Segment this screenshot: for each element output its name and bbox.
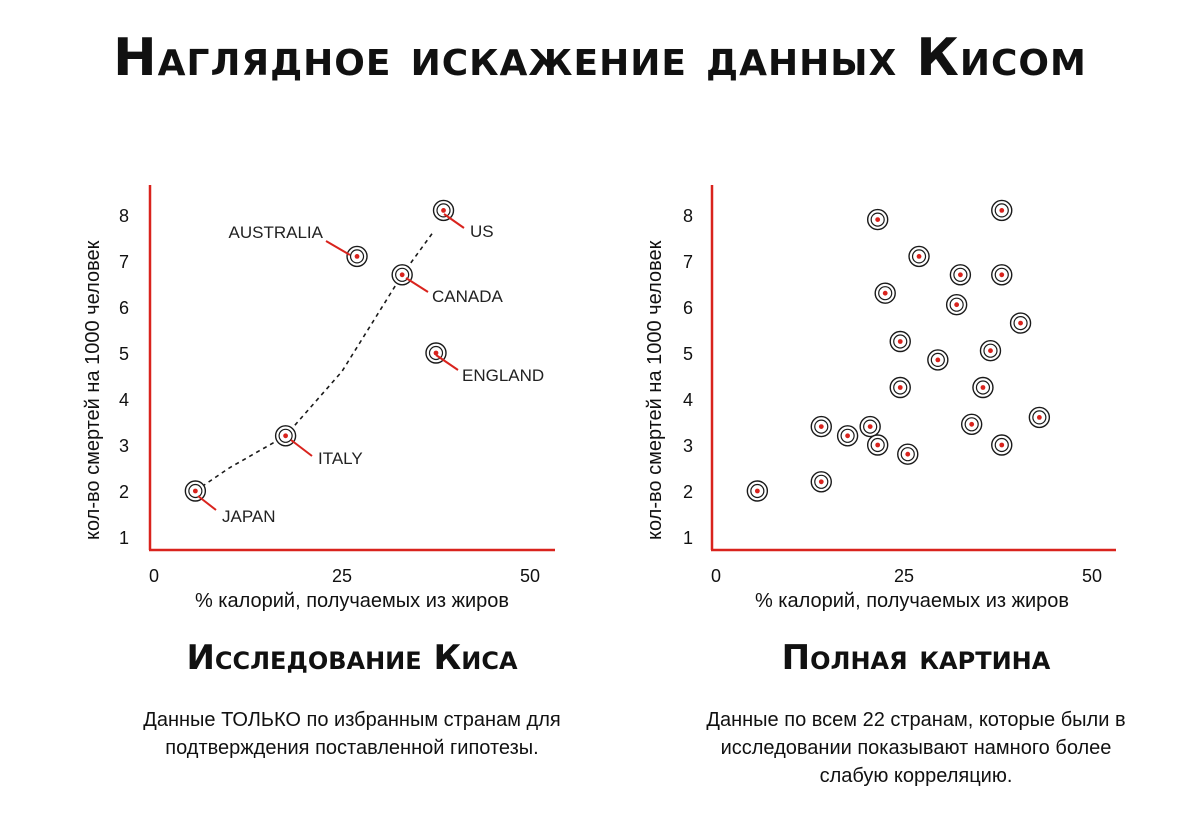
point-label-england: ENGLAND	[462, 366, 544, 385]
right-data-point	[897, 443, 919, 465]
left-data-point	[274, 425, 297, 447]
right-data-point	[874, 282, 896, 304]
point-label-japan: JAPAN	[222, 507, 276, 526]
right-data-point	[1028, 406, 1051, 429]
right-data-point	[949, 264, 972, 286]
left-y-tick-label: 5	[119, 344, 129, 364]
left-x-tick-label: 25	[332, 566, 352, 586]
point-label-us: US	[470, 222, 494, 241]
right-subtitle: Полная картина	[781, 638, 1051, 678]
right-data-point	[866, 208, 889, 231]
right-description: Данные по всем 22 странам, которые были …	[706, 709, 1126, 787]
point-label-canada: CANADA	[432, 287, 504, 306]
right-data-point	[991, 199, 1013, 222]
right-x-tick-label: 50	[1082, 566, 1102, 586]
left-x-tick-label: 50	[520, 566, 540, 586]
right-y-axis-label: кол-во смертей на 1000 человек	[644, 240, 666, 540]
point-label-australia: AUSTRALIA	[229, 223, 324, 242]
left-x-axis-label: % калорий, получаемых из жиров	[194, 590, 510, 612]
right-data-point	[866, 434, 889, 456]
left-subtitle: Исследование Киса	[186, 638, 518, 678]
right-data-point	[889, 376, 911, 399]
leader-line	[290, 439, 313, 457]
right-data-point	[889, 330, 911, 353]
right-data-point	[979, 340, 1002, 362]
right-data-point	[859, 415, 881, 438]
left-y-tick-label: 1	[119, 528, 129, 548]
right-data-point	[960, 413, 983, 435]
leader-line	[443, 213, 465, 229]
left-y-tick-label: 6	[119, 298, 129, 318]
right-y-tick-label: 4	[683, 390, 693, 410]
right-data-point	[1009, 312, 1032, 334]
right-y-tick-label: 7	[683, 252, 693, 272]
left-y-tick-label: 2	[119, 482, 129, 502]
right-x-axis-label: % калорий, получаемых из жиров	[754, 590, 1070, 612]
right-x-tick-label: 25	[894, 566, 914, 586]
right-data-point	[810, 415, 832, 438]
right-y-tick-label: 2	[683, 482, 693, 502]
left-y-tick-label: 3	[119, 436, 129, 456]
left-data-point	[184, 480, 207, 502]
leader-line	[197, 495, 217, 511]
left-x-tick-label: 0	[149, 566, 159, 586]
right-data-point	[927, 349, 949, 371]
right-y-tick-label: 3	[683, 436, 693, 456]
right-y-tick-label: 8	[683, 206, 693, 226]
point-label-italy: ITALY	[318, 449, 363, 468]
left-data-point	[432, 199, 455, 222]
left-y-tick-label: 7	[119, 252, 129, 272]
right-y-tick-label: 5	[683, 344, 693, 364]
right-data-point	[836, 425, 859, 447]
leader-line	[435, 354, 459, 371]
right-data-point	[908, 245, 930, 268]
right-data-point	[945, 294, 968, 316]
left-y-tick-label: 8	[119, 206, 129, 226]
leader-line	[405, 277, 429, 293]
page-title: Наглядное искажение данных Кисом	[113, 28, 1087, 88]
leader-line	[325, 240, 351, 256]
right-data-point	[991, 434, 1013, 456]
left-description: Данные ТОЛЬКО по избранным странам для п…	[143, 709, 561, 759]
right-y-tick-label: 1	[683, 528, 693, 548]
right-data-point	[991, 264, 1013, 286]
right-x-tick-label: 0	[711, 566, 721, 586]
right-data-point	[810, 471, 832, 493]
right-data-point	[746, 480, 769, 502]
left-data-point	[346, 245, 368, 268]
right-data-point	[972, 376, 994, 399]
right-y-tick-label: 6	[683, 298, 693, 318]
left-y-tick-label: 4	[119, 390, 129, 410]
